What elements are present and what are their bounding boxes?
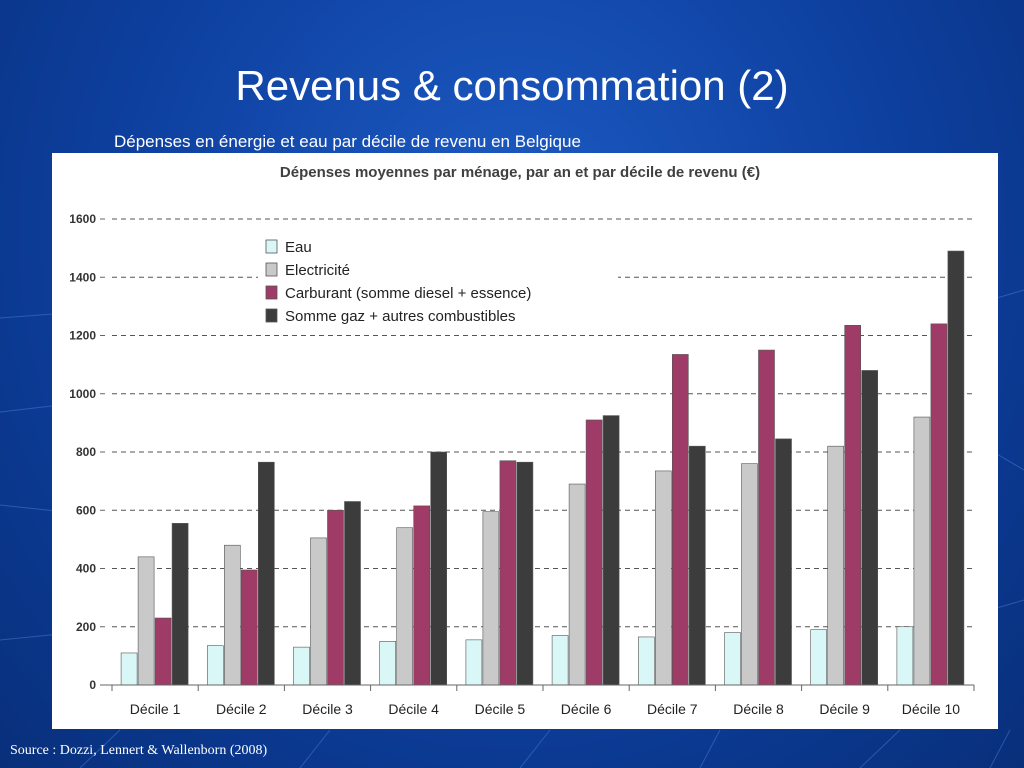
bar-series2-cat5 (585, 419, 603, 686)
bar-series1-cat5 (568, 483, 586, 686)
bar-series1-cat8 (827, 445, 845, 686)
bar-series3-cat4 (516, 461, 534, 686)
legend-box (258, 231, 618, 331)
bar-series2-cat6 (671, 354, 689, 686)
chart-panel: Dépenses moyennes par ménage, par an et … (52, 153, 998, 729)
bar-series0-cat7 (724, 632, 741, 686)
x-axis-labels: Décile 1 Décile 2 Décile 3 Décile 4 Décile 5… (130, 701, 960, 717)
bar-series0-cat9 (896, 626, 914, 686)
bar-series1-cat1 (224, 544, 241, 686)
bar-series3-cat3 (430, 451, 448, 686)
y-tick-label: 200 (76, 620, 96, 634)
y-tick-label: 800 (76, 445, 96, 459)
bar-series2-cat2 (327, 509, 344, 686)
bar-series0-cat0 (120, 652, 138, 686)
bar-series0-cat1 (207, 645, 224, 686)
x-tick-label: Décile 5 (475, 701, 526, 717)
legend-label-1: Electricité (285, 262, 350, 279)
x-tick-label: Décile 8 (733, 701, 784, 717)
slide-title: Revenus & consommation (2) (235, 62, 789, 109)
bar-series2-cat1 (241, 569, 258, 686)
bar-series1-cat3 (396, 527, 414, 686)
x-tick-label: Décile 9 (819, 701, 870, 717)
bar-series3-cat2 (344, 501, 361, 686)
bar-series2-cat8 (844, 325, 862, 686)
bar-series3-cat7 (775, 438, 792, 686)
bar-series1-cat2 (310, 537, 327, 686)
legend-swatch-1 (265, 262, 278, 277)
bars (120, 250, 965, 686)
y-tick-label: 1200 (69, 329, 96, 343)
bar-series2-cat0 (154, 617, 172, 686)
bar-series0-cat5 (551, 635, 569, 686)
x-axis (105, 684, 975, 691)
bar-series0-cat2 (293, 646, 310, 686)
legend-swatch-0 (265, 239, 278, 254)
x-tick-label: Décile 7 (647, 701, 698, 717)
bar-series1-cat6 (654, 470, 672, 686)
legend-label-0: Eau (285, 239, 312, 256)
bar-series3-cat1 (258, 461, 275, 686)
y-tick-label: 1000 (69, 387, 96, 401)
bar-series3-cat5 (602, 415, 620, 686)
y-tick-label: 0 (89, 678, 96, 692)
bar-series0-cat3 (379, 641, 397, 686)
bar-series0-cat4 (465, 639, 483, 686)
bar-series2-cat7 (758, 349, 775, 686)
x-tick-label: Décile 2 (216, 701, 267, 717)
x-tick-label: Décile 10 (902, 701, 961, 717)
bar-series1-cat4 (482, 511, 500, 686)
bar-series3-cat0 (171, 523, 189, 686)
bar-series2-cat9 (930, 323, 948, 686)
bar-series2-cat3 (413, 505, 431, 686)
bar-series2-cat4 (499, 460, 517, 686)
legend-label-2: Carburant (somme diesel + essence) (285, 285, 531, 302)
y-tick-label: 1400 (69, 270, 96, 284)
bar-series1-cat9 (913, 416, 931, 686)
bar-chart: Dépenses moyennes par ménage, par an et … (69, 164, 975, 717)
bar-series3-cat8 (861, 370, 879, 686)
x-tick-label: Décile 4 (388, 701, 439, 717)
x-tick-label: Décile 6 (561, 701, 612, 717)
bar-series0-cat8 (810, 629, 828, 686)
bar-series1-cat7 (741, 463, 758, 686)
chart-title: Dépenses moyennes par ménage, par an et … (280, 164, 760, 181)
legend-label-3: Somme gaz + autres combustibles (285, 308, 516, 325)
legend-swatch-3 (265, 308, 278, 323)
y-tick-label: 600 (76, 503, 96, 517)
legend: Eau Electricité Carburant (somme diesel + … (258, 231, 618, 331)
bar-series0-cat6 (637, 636, 655, 686)
x-tick-label: Décile 1 (130, 701, 181, 717)
slide-subtitle: Dépenses en énergie et eau par décile de… (114, 132, 581, 151)
x-tick-label: Décile 3 (302, 701, 353, 717)
y-tick-label: 400 (76, 562, 96, 576)
bar-series3-cat6 (688, 445, 706, 686)
y-tick-label: 1600 (69, 212, 96, 226)
bar-series3-cat9 (947, 250, 965, 686)
source-citation: Source : Dozzi, Lennert & Wallenborn (20… (10, 743, 268, 758)
y-axis-ticks: 0 200 400 600 800 1000 1200 1400 1600 (69, 212, 105, 692)
legend-swatch-2 (265, 285, 278, 300)
bar-series1-cat0 (137, 556, 155, 686)
